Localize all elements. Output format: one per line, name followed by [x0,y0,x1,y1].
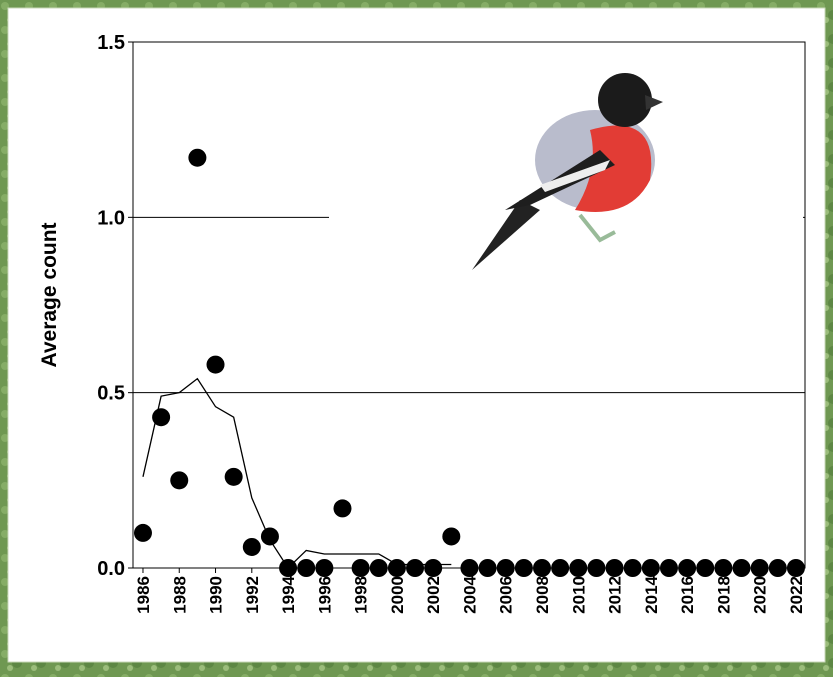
data-point [333,499,352,518]
data-point [496,559,515,577]
x-tick-label: 1998 [352,576,371,614]
x-tick-label: 1988 [170,576,189,614]
x-tick-label: 2002 [424,576,443,614]
data-point [387,559,406,577]
data-point [768,559,787,577]
data-point [406,559,425,577]
data-point [478,559,497,577]
data-point [224,467,243,486]
x-tick-label: 1992 [243,576,262,614]
data-point [242,537,261,556]
trend-line [142,377,452,570]
x-tick-label: 2010 [569,576,588,614]
x-tick-label: 1996 [315,576,334,614]
data-point [696,559,715,577]
data-point [641,559,660,577]
x-tick-label: 2004 [460,575,479,613]
data-point [369,559,388,577]
data-point [678,559,697,577]
x-tick-label: 2022 [787,576,806,614]
data-point [152,408,171,427]
data-point [714,559,733,577]
data-point [569,559,588,577]
data-point [460,559,479,577]
data-point [170,471,189,490]
data-point [623,559,642,577]
x-tick-label: 1990 [207,576,226,614]
y-tick-label: 0.5 [97,383,125,405]
y-axis-label: Average count [38,222,61,367]
x-tick-label: 2008 [533,576,552,614]
data-point [188,148,207,167]
x-tick-label: 2012 [606,576,625,614]
data-point [605,559,624,577]
x-tick-label: 2000 [388,576,407,614]
data-point [351,559,370,577]
data-point [260,527,279,546]
data-point [514,559,533,577]
x-tick-label: 2006 [497,576,516,614]
data-point [315,559,334,577]
data-point [206,355,225,374]
x-tick-label: 2014 [642,575,661,613]
data-point [659,559,678,577]
y-tick-label: 0.0 [97,558,125,580]
x-tick-label: 1994 [279,575,298,613]
data-point [442,527,461,546]
bird-illustration [329,44,803,306]
data-point [551,559,570,577]
data-point [533,559,552,577]
data-point [786,559,805,577]
data-point [587,559,606,577]
data-point [133,523,152,542]
data-point [424,559,443,577]
x-tick-label: 2020 [751,576,770,614]
y-tick-label: 1.0 [97,207,125,229]
data-point [732,559,751,577]
x-tick-label: 1986 [134,576,153,614]
data-point [750,559,769,577]
data-point [297,559,316,577]
x-tick-label: 2018 [714,576,733,614]
x-tick-label: 2016 [678,576,697,614]
y-tick-label: 1.5 [97,32,125,54]
